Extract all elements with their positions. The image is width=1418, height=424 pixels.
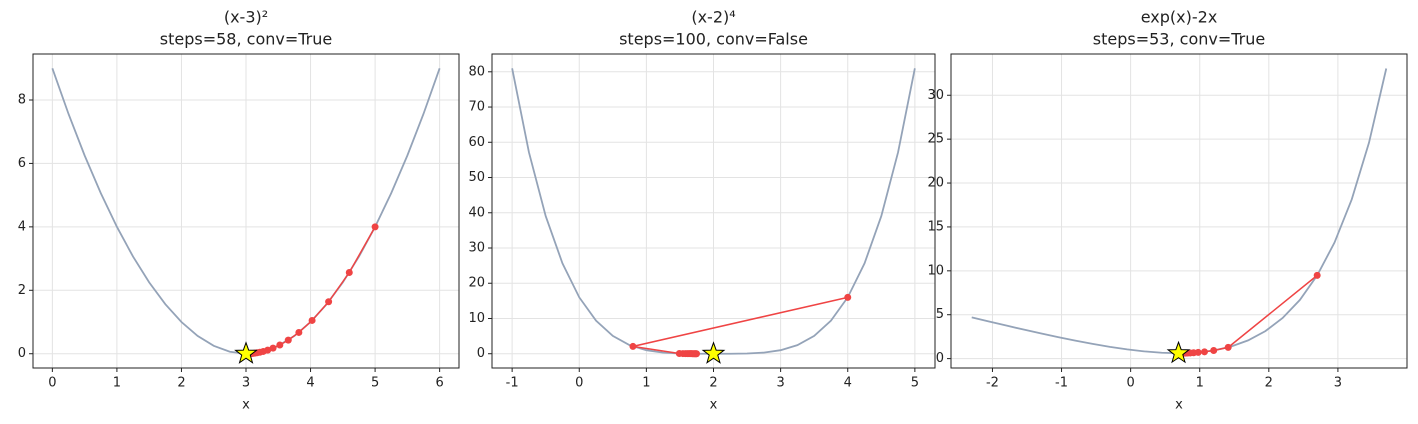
x-tick-label: 0	[575, 376, 583, 391]
descent-path	[632, 296, 848, 355]
descent-point	[1200, 348, 1208, 356]
descent-point	[284, 336, 292, 344]
y-tick-label: 0	[477, 346, 485, 361]
x-tick-label: 3	[1334, 376, 1342, 391]
y-tick-label: 15	[927, 219, 944, 234]
y-tick-label: 80	[468, 64, 485, 79]
descent-point	[629, 342, 637, 350]
x-tick-label: 1	[1196, 376, 1204, 391]
chart-subtitle: steps=53, conv=True	[1093, 30, 1265, 49]
descent-point	[844, 293, 852, 301]
axes-frame	[32, 53, 460, 369]
x-tick-label: 0	[1126, 376, 1134, 391]
descent-point	[308, 316, 316, 324]
x-tick-label: 6	[435, 376, 443, 391]
y-tick-label: 40	[468, 205, 485, 220]
chart-title: (x-2)⁴	[691, 8, 735, 27]
x-tick-label: 0	[48, 376, 56, 391]
x-tick-label: 4	[844, 376, 852, 391]
descent-point	[1210, 347, 1218, 355]
descent-point	[269, 344, 277, 352]
y-tick-label: 10	[468, 311, 485, 326]
y-tick-label: 0	[18, 346, 26, 361]
x-tick-label: 5	[371, 376, 379, 391]
y-tick-label: 50	[468, 170, 485, 185]
x-axis-label: x	[710, 398, 718, 413]
x-axis-label: x	[242, 398, 250, 413]
y-tick-label: 20	[927, 176, 944, 191]
axes-frame	[950, 53, 1408, 369]
y-tick-label: 0	[936, 351, 944, 366]
x-tick-label: -2	[986, 376, 999, 391]
x-tick-label: 2	[709, 376, 717, 391]
x-tick-label: 2	[177, 376, 185, 391]
descent-point	[1313, 271, 1321, 279]
axes-frame	[491, 53, 936, 369]
x-tick-label: 4	[306, 376, 314, 391]
y-tick-label: 2	[18, 283, 26, 298]
y-tick-label: 30	[468, 241, 485, 256]
descent-point	[325, 298, 333, 306]
chart-title: exp(x)-2x	[1141, 8, 1218, 27]
descent-point	[276, 341, 284, 349]
descent-point	[1224, 343, 1232, 351]
function-curve	[971, 68, 1388, 355]
y-tick-label: 10	[927, 263, 944, 278]
chart-subtitle: steps=58, conv=True	[160, 30, 332, 49]
y-tick-label: 60	[468, 135, 485, 150]
x-axis-label: x	[1175, 398, 1183, 413]
chart-subtitle: steps=100, conv=False	[619, 30, 808, 49]
y-tick-label: 8	[18, 92, 26, 107]
optimum-star	[234, 341, 258, 364]
y-tick-label: 30	[927, 88, 944, 103]
x-tick-label: 2	[1265, 376, 1273, 391]
optimum-star	[1166, 340, 1191, 364]
y-tick-label: 20	[468, 276, 485, 291]
y-tick-label: 25	[927, 132, 944, 147]
descent-point	[295, 328, 303, 336]
x-tick-label: 3	[242, 376, 250, 391]
y-tick-label: 5	[936, 307, 944, 322]
descent-point	[371, 223, 379, 231]
x-tick-label: -1	[506, 376, 519, 391]
x-tick-label: 3	[776, 376, 784, 391]
y-tick-label: 4	[18, 219, 26, 234]
x-tick-label: 5	[911, 376, 919, 391]
y-tick-label: 70	[468, 100, 485, 115]
descent-point	[345, 269, 353, 277]
chart-title: (x-3)²	[224, 8, 268, 27]
descent-point	[693, 350, 701, 358]
x-tick-label: 1	[642, 376, 650, 391]
optimum-star	[701, 341, 726, 364]
y-tick-label: 6	[18, 156, 26, 171]
x-tick-label: 1	[113, 376, 121, 391]
x-tick-label: -1	[1055, 376, 1068, 391]
